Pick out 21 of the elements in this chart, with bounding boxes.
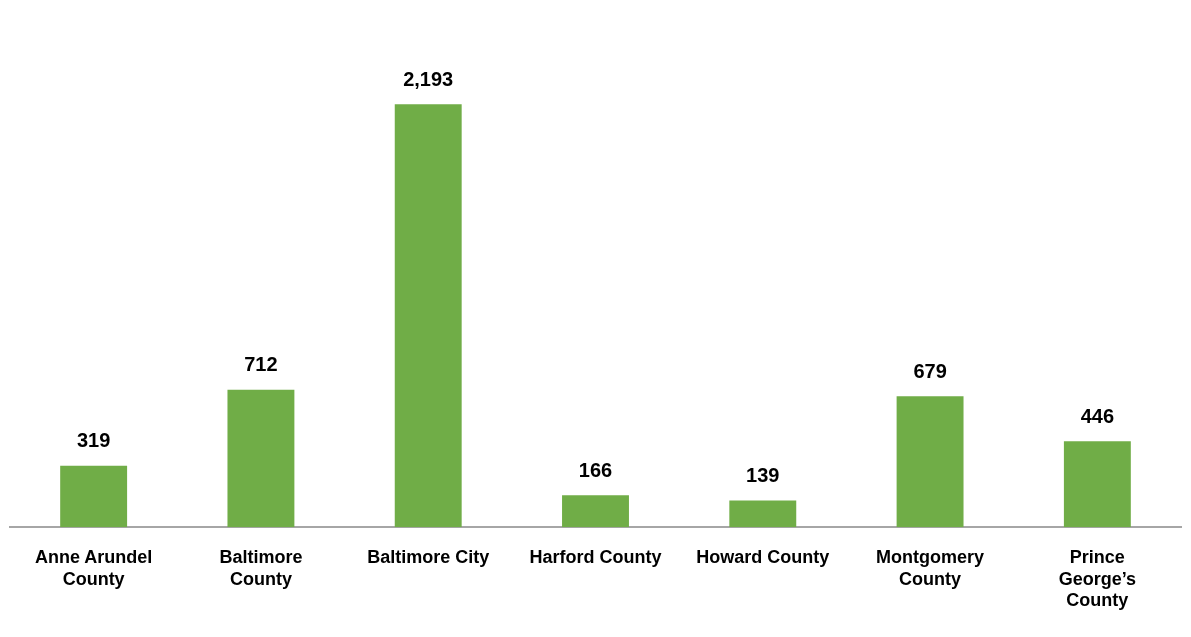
- bar: [1063, 441, 1131, 528]
- x-tick-label: Howard County: [696, 546, 830, 567]
- bar: [227, 389, 295, 528]
- data-label: 2,193: [403, 67, 454, 90]
- bar: [60, 465, 128, 528]
- data-label: 166: [578, 458, 613, 481]
- data-label: 319: [76, 429, 111, 452]
- data-label: 139: [746, 463, 780, 486]
- x-tick-label: Prince George’s County: [1058, 546, 1137, 611]
- x-tick-label: Baltimore County: [219, 546, 303, 589]
- x-tick-label: Harford County: [529, 546, 662, 567]
- bar: [394, 104, 462, 528]
- x-tick-label: Baltimore City: [367, 546, 490, 567]
- data-label: 712: [244, 353, 278, 376]
- data-label: 446: [1080, 404, 1115, 427]
- x-tick-label: Montgomery County: [876, 546, 985, 589]
- bar: [729, 500, 797, 528]
- data-label: 679: [913, 359, 947, 382]
- bar: [896, 396, 964, 528]
- x-tick-label: Anne Arundel County: [34, 546, 153, 589]
- bar: [562, 495, 629, 528]
